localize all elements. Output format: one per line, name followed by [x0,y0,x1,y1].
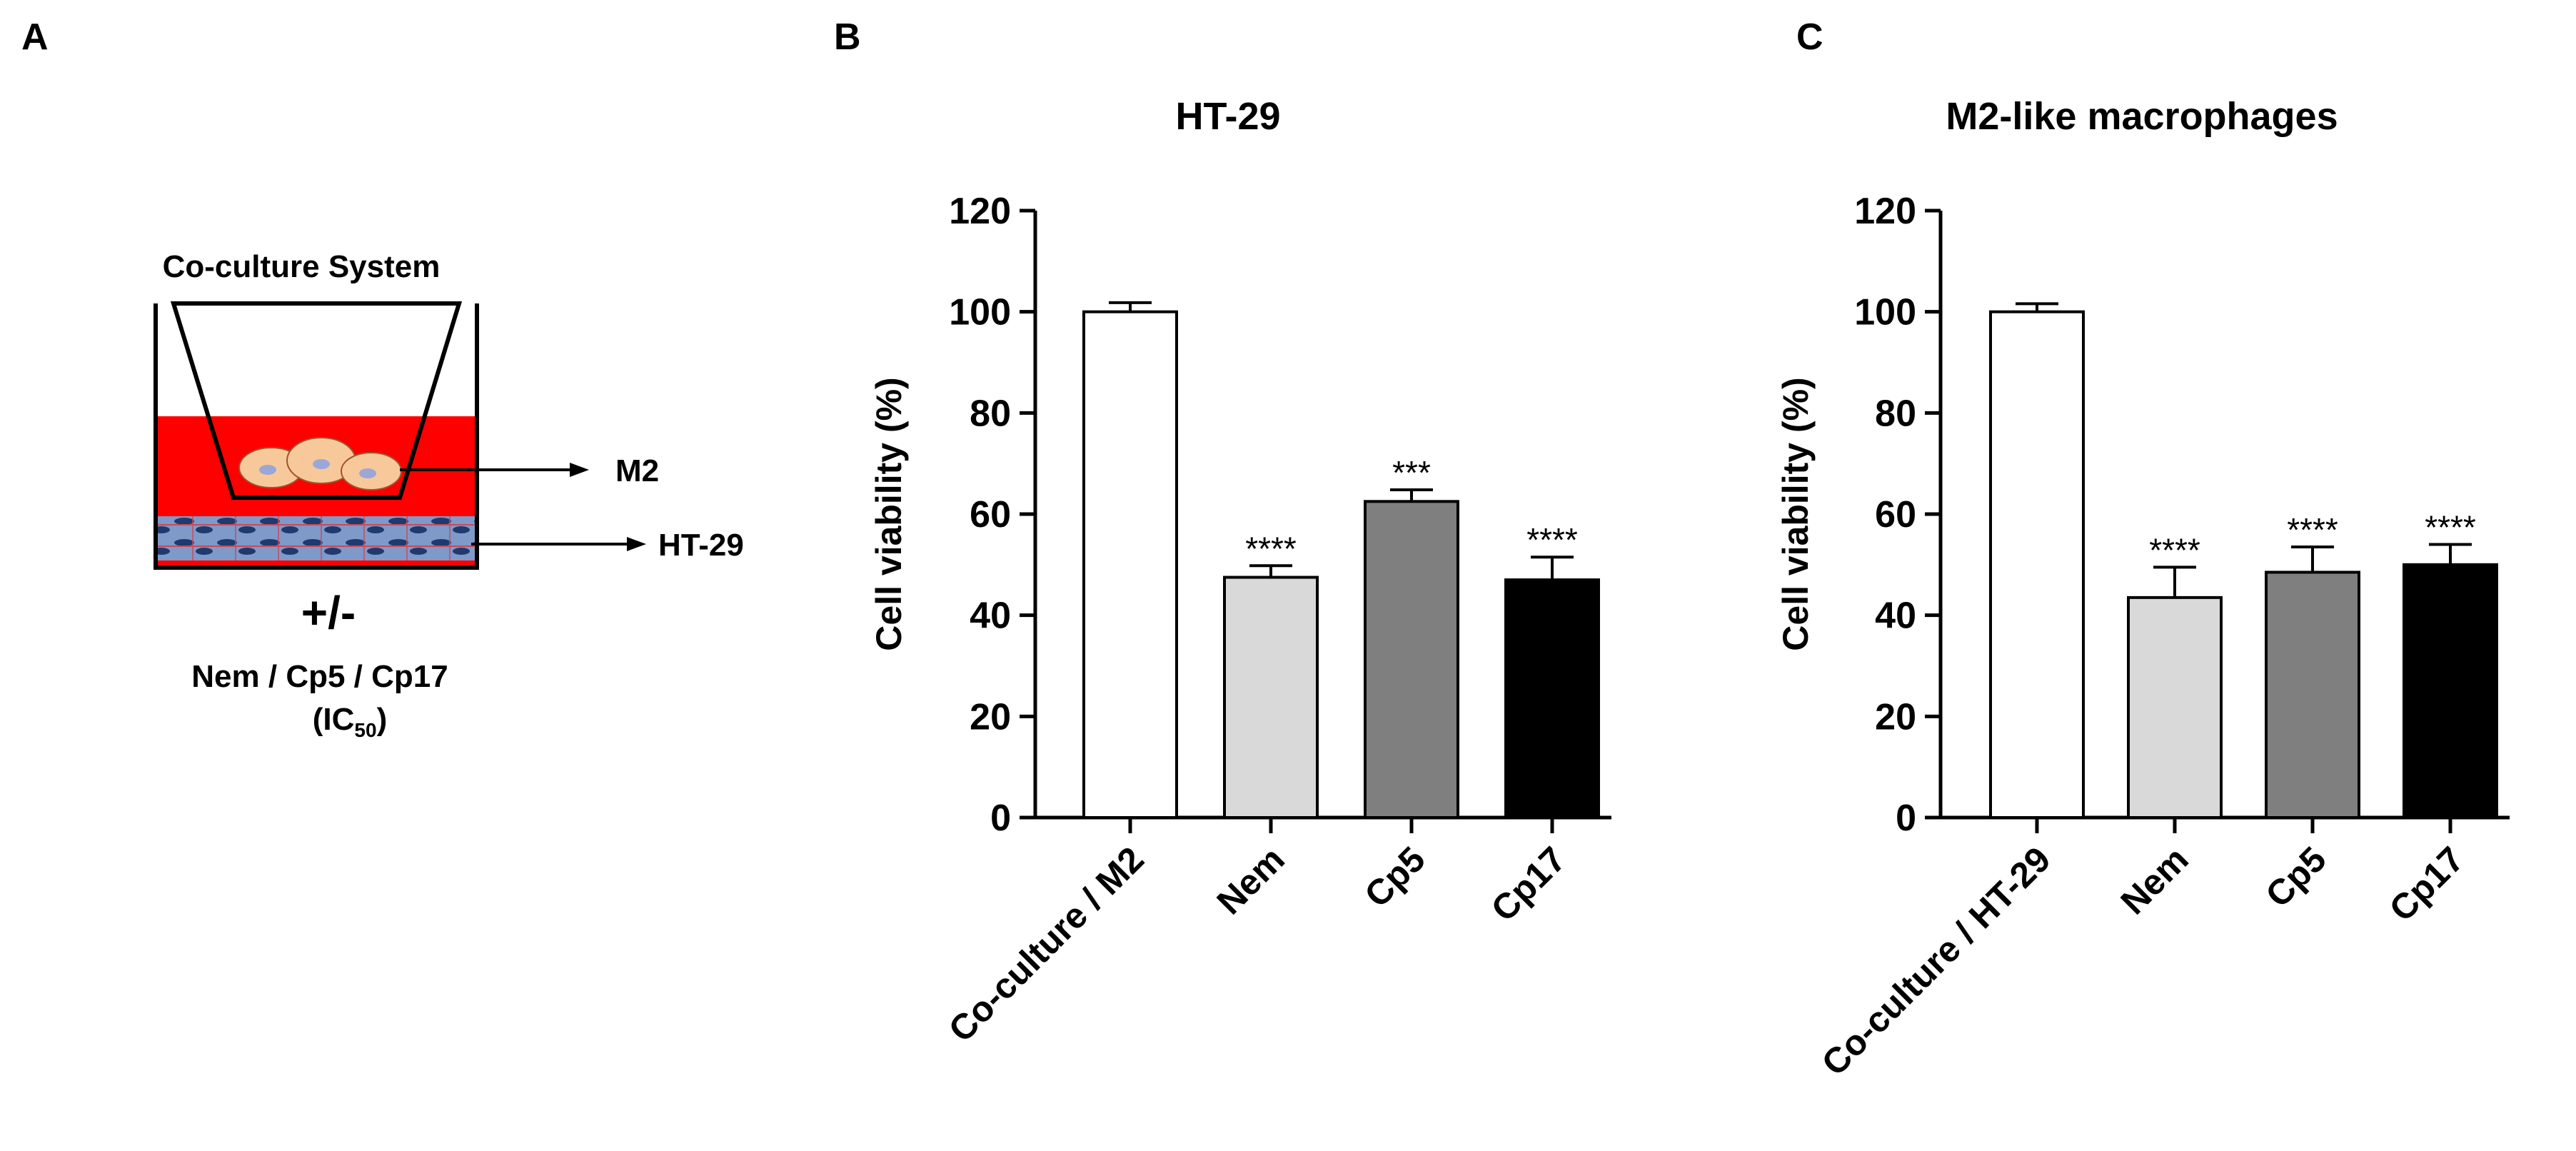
y-tick-label: 80 [1875,393,1916,434]
bar [1223,576,1319,820]
y-tick-label: 20 [970,696,1011,738]
y-tick-label: 100 [949,292,1011,333]
chart-title-macrophages: M2-like macrophages [1946,95,2338,138]
y-tick-label: 100 [1854,292,1916,333]
significance-label: *** [1392,454,1431,491]
x-tick-label: Co-culture / M2 [941,839,1152,1050]
x-tick-label: Co-culture / HT-29 [1814,839,2058,1083]
bar [1989,310,2085,819]
y-tick-label: 40 [970,595,1011,637]
x-tick-label: Nem [1209,839,1292,922]
culture-medium [158,416,475,568]
x-tick-label: Cp5 [1357,839,1432,915]
x-tick-label: Nem [2113,839,2196,922]
y-tick-label: 0 [1896,798,1916,839]
label-m2: M2 [615,453,659,488]
significance-label: **** [2425,509,2476,546]
significance-label: **** [1526,521,1578,558]
y-tick-label: 40 [1875,595,1916,637]
ic50-label: (IC50) [313,702,387,741]
y-tick-label: 60 [970,494,1011,536]
x-tick-label: Cp17 [1484,839,1574,929]
significance-label: **** [2149,531,2200,568]
transwell-insert [170,301,463,500]
panel-letter-b: B [834,16,861,58]
treatments-label: Nem / Cp5 / Cp17 [191,659,448,694]
y-tick-label: 120 [1854,191,1916,232]
chart-title-ht29: HT-29 [1175,95,1281,138]
plus-minus: +/- [301,587,356,638]
x-tick-label: Cp5 [2258,839,2333,915]
y-tick-label: 80 [970,393,1011,434]
bar [1504,578,1600,819]
arrow-m2-head [570,463,589,477]
panel-letter-a: A [21,16,49,58]
x-tick-label: Cp17 [2382,839,2472,929]
label-ht29: HT-29 [658,528,744,563]
m2-cells [238,437,402,491]
diagram-title: Co-culture System [163,249,441,284]
panel-letter-c: C [1796,16,1823,58]
y-tick-label: 120 [949,191,1011,232]
y-tick-label: 20 [1875,696,1916,738]
arrow-ht29-head [627,537,646,551]
bar [1082,310,1178,819]
bar [2265,571,2360,819]
ht29-cell-layer [158,516,475,561]
bar [2127,595,2223,819]
significance-label: **** [2287,511,2338,548]
bar [2403,563,2498,819]
y-tick-label: 60 [1875,494,1916,536]
y-axis-label: Cell viability (%) [1776,377,1816,650]
y-tick-label: 0 [990,798,1011,839]
bar [1364,500,1459,820]
significance-label: **** [1245,530,1297,567]
y-axis-label: Cell viability (%) [869,377,909,650]
